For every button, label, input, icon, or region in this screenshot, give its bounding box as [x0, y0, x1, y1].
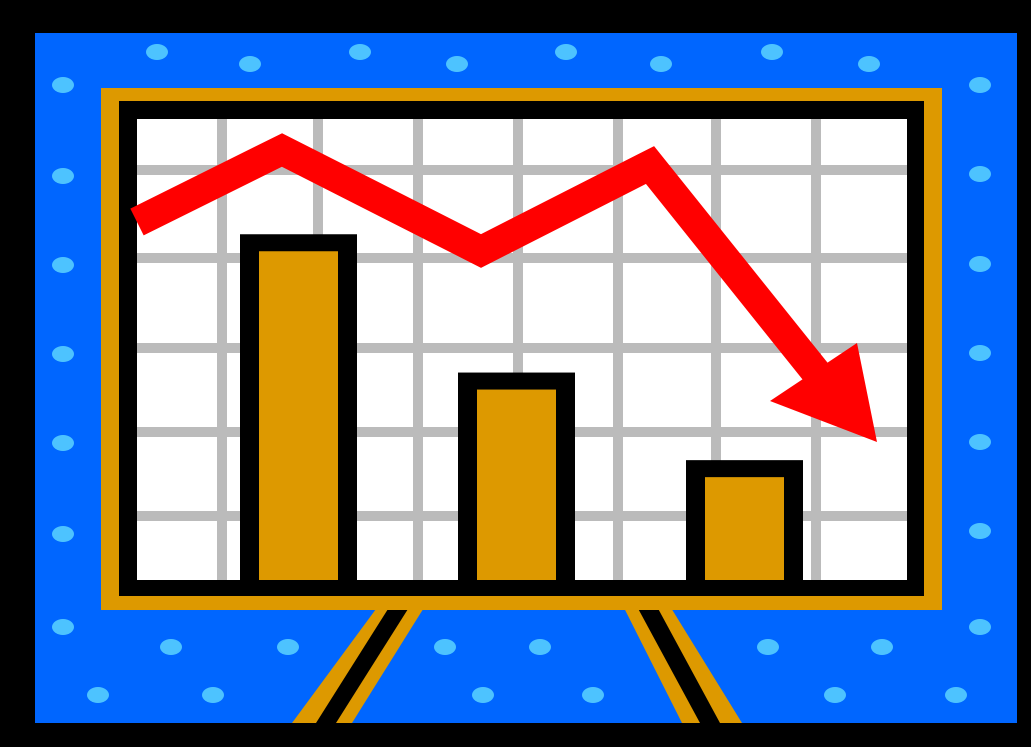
polka-dot [824, 687, 846, 703]
polka-dots-pattern [52, 44, 991, 703]
polka-dot [277, 639, 299, 655]
polka-dot [202, 687, 224, 703]
polka-dot [146, 44, 168, 60]
polka-dot [52, 257, 74, 273]
polka-dot [969, 619, 991, 635]
polka-dot [239, 56, 261, 72]
polka-dot [757, 639, 779, 655]
polka-dot [160, 639, 182, 655]
polka-dot [555, 44, 577, 60]
polka-dot [434, 639, 456, 655]
chart-bar [705, 477, 784, 580]
polka-dot [349, 44, 371, 60]
easel-leg-right [628, 590, 720, 723]
chart-bar [259, 251, 338, 580]
polka-dot [969, 434, 991, 450]
chart-bars [240, 234, 803, 588]
polka-dot [945, 687, 967, 703]
polka-dot [529, 639, 551, 655]
polka-dot [969, 77, 991, 93]
trend-line [130, 133, 835, 391]
polka-dot [969, 345, 991, 361]
polka-dot [969, 256, 991, 272]
polka-dot [52, 619, 74, 635]
trend-arrowhead [770, 343, 877, 442]
polka-dot [582, 687, 604, 703]
chart-bar [477, 389, 556, 580]
trend-down-arrow-icon [130, 133, 877, 442]
easel-leg-left [316, 590, 420, 723]
polka-dot [52, 526, 74, 542]
polka-dot [52, 77, 74, 93]
polka-dot [472, 687, 494, 703]
polka-dot [650, 56, 672, 72]
polka-dot [969, 523, 991, 539]
polka-dot [871, 639, 893, 655]
polka-dot [969, 166, 991, 182]
polka-dot [87, 687, 109, 703]
polka-dot [52, 435, 74, 451]
polka-dot [858, 56, 880, 72]
polka-dot [52, 346, 74, 362]
polka-dot [761, 44, 783, 60]
polka-dot [446, 56, 468, 72]
easel-legs [292, 590, 742, 723]
polka-dot [52, 168, 74, 184]
